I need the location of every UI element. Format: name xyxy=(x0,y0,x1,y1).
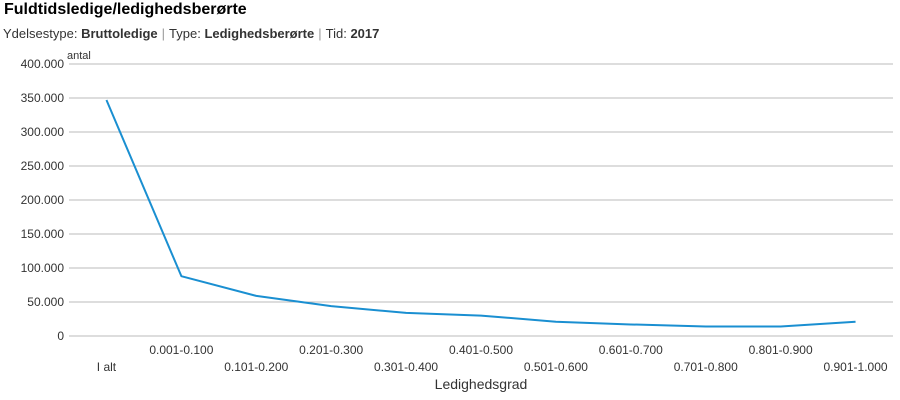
data-point xyxy=(327,302,335,310)
data-point xyxy=(402,309,410,317)
data-point xyxy=(777,322,785,330)
x-tick-label: 0.201-0.300 xyxy=(299,343,363,357)
data-point xyxy=(177,272,185,280)
data-point xyxy=(852,318,860,326)
x-tick-label: 0.301-0.400 xyxy=(374,360,438,374)
x-tick-label: 0.401-0.500 xyxy=(449,343,513,357)
data-point xyxy=(627,320,635,328)
y-tick-label: 350.000 xyxy=(21,91,65,105)
y-tick-label: 400.000 xyxy=(21,57,65,71)
x-tick-label: 0.101-0.200 xyxy=(224,360,288,374)
filter-separator: | xyxy=(161,26,166,41)
x-tick-label: 0.501-0.600 xyxy=(524,360,588,374)
data-point xyxy=(552,318,560,326)
filter-value-type: Ledighedsberørte xyxy=(204,26,315,41)
y-axis-label: antal xyxy=(67,50,91,62)
data-point xyxy=(252,292,260,300)
x-tick-label: 0.701-0.800 xyxy=(674,360,738,374)
x-axis-label: Ledighedsgrad xyxy=(435,376,528,392)
y-tick-label: 150.000 xyxy=(21,227,65,241)
filter-summary: Ydelsestype: Bruttoledige | Type: Ledighed… xyxy=(3,26,379,41)
filter-label-tid: Tid: xyxy=(325,26,347,41)
data-point xyxy=(477,312,485,320)
x-tick-label: 0.001-0.100 xyxy=(149,343,213,357)
data-point xyxy=(102,96,110,104)
filter-value-ydelsestype: Bruttoledige xyxy=(81,26,158,41)
data-line-series xyxy=(105,99,856,328)
y-tick-label: 200.000 xyxy=(21,193,65,207)
y-tick-label: 300.000 xyxy=(21,125,65,139)
filter-label-ydelsestype: Ydelsestype: xyxy=(3,26,78,41)
filter-value-tid: 2017 xyxy=(350,26,380,41)
x-tick-label: I alt xyxy=(97,360,117,374)
x-tick-label: 0.601-0.700 xyxy=(599,343,663,357)
y-tick-label: 250.000 xyxy=(21,159,65,173)
y-tick-label: 50.000 xyxy=(27,295,64,309)
y-tick-label: 0 xyxy=(57,329,64,343)
data-point xyxy=(702,322,710,330)
y-tick-label: 100.000 xyxy=(21,261,65,275)
x-tick-label: 0.801-0.900 xyxy=(749,343,813,357)
x-tick-label: 0.901-1.000 xyxy=(824,360,888,374)
chart-title: Fuldtidsledige/ledighedsberørte xyxy=(4,1,247,18)
filter-separator: | xyxy=(318,26,322,41)
filter-label-type: Type: xyxy=(169,26,201,41)
